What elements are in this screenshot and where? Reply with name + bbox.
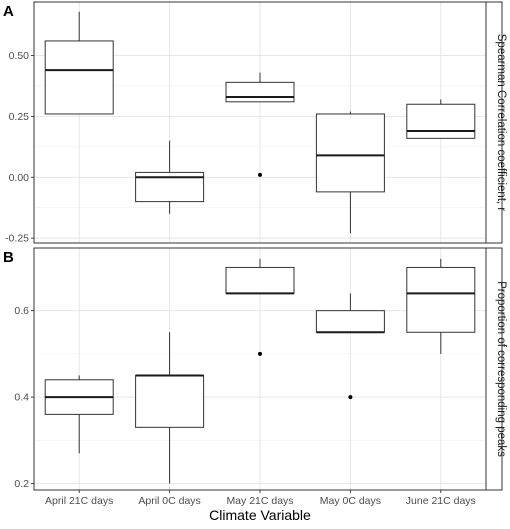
x-tick-label: June 21C days — [406, 495, 476, 507]
interquartile-box — [315, 310, 385, 333]
panel-B: 0.2 0.4 0.6 Proportion of corresponding pea… — [3, 247, 507, 491]
outlier-point — [348, 395, 353, 400]
y-tick-label: 0.00 — [9, 172, 30, 184]
interquartile-box — [225, 266, 295, 294]
x-tick-label: April 0C days — [138, 495, 200, 507]
panel-tag: A — [3, 3, 14, 20]
box-2 — [135, 140, 205, 214]
x-tick-label: May 21C days — [226, 495, 293, 507]
interquartile-box — [406, 266, 476, 333]
x-axis-title: Climate Variable — [209, 507, 311, 523]
facet-strip-label: Proportion of corresponding peaks — [495, 281, 507, 457]
facet-strip-label: Spearman Correlation coefficient, r — [495, 34, 507, 212]
interquartile-box — [135, 374, 205, 428]
facet-strip — [485, 247, 503, 491]
box-5 — [406, 258, 476, 354]
y-tick-label: 0.4 — [14, 392, 29, 404]
panel-tag: B — [3, 249, 14, 266]
y-tick-label: -0.25 — [5, 233, 29, 245]
box-1 — [44, 375, 114, 454]
panel-A: -0.25 0.00 0.25 0.50 Spearman Correlation co… — [3, 1, 507, 245]
y-tick-label: 0.50 — [9, 50, 30, 62]
x-tick-label: May 0C days — [320, 495, 381, 507]
box-3 — [225, 258, 295, 356]
box-2 — [135, 332, 205, 484]
box-5 — [406, 99, 476, 139]
interquartile-box — [225, 81, 295, 103]
y-tick-label: 0.6 — [14, 305, 29, 317]
interquartile-box — [315, 113, 385, 193]
interquartile-box — [406, 103, 476, 139]
box-4 — [315, 111, 385, 234]
outlier-point — [258, 172, 262, 177]
x-tick-label: April 21C days — [45, 495, 113, 507]
outlier-point — [258, 351, 262, 356]
box-3 — [225, 72, 295, 177]
facet-strip — [485, 1, 503, 244]
interquartile-box — [44, 40, 114, 115]
box-4 — [315, 293, 385, 400]
box-1 — [44, 11, 114, 115]
y-tick-label: 0.25 — [9, 111, 30, 123]
y-tick-label: 0.2 — [14, 478, 29, 490]
